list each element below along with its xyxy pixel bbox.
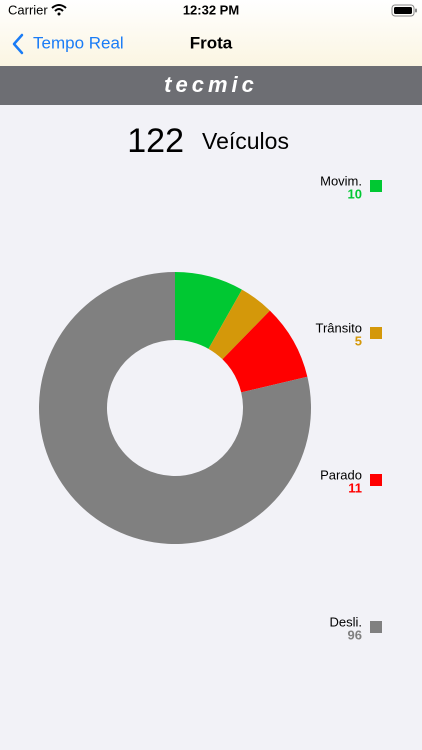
battery-icon xyxy=(391,4,417,17)
wifi-icon xyxy=(51,4,67,16)
legend-value: 10 xyxy=(348,186,362,201)
legend-label: Movim. xyxy=(320,173,362,188)
donut-segment xyxy=(208,289,270,360)
legend-value: 11 xyxy=(348,480,362,495)
logo: tecmic xyxy=(164,72,258,97)
legend-swatch xyxy=(370,621,382,633)
legend-swatch xyxy=(370,474,382,486)
nav-title: Frota xyxy=(190,33,233,52)
legend-value: 5 xyxy=(355,333,362,348)
legend-label: Desli. xyxy=(329,614,362,629)
back-chevron[interactable] xyxy=(12,33,24,55)
legend-label: Trânsito xyxy=(316,320,362,335)
donut-segment xyxy=(222,310,308,393)
total-value: 122 xyxy=(127,122,184,160)
donut-segment xyxy=(175,272,242,349)
donut-segment xyxy=(39,272,311,544)
back-label[interactable]: Tempo Real xyxy=(33,33,124,52)
back-button[interactable]: Tempo Real xyxy=(12,33,124,55)
legend-swatch xyxy=(370,180,382,192)
legend-label: Parado xyxy=(320,467,362,482)
total-label: Veículos xyxy=(202,128,289,154)
nav-background xyxy=(0,0,422,66)
carrier: Carrier xyxy=(8,2,48,17)
legend-value: 96 xyxy=(348,627,362,642)
legend-swatch xyxy=(370,327,382,339)
clock: 12:32 PM xyxy=(183,2,239,17)
logo-band xyxy=(0,66,422,105)
